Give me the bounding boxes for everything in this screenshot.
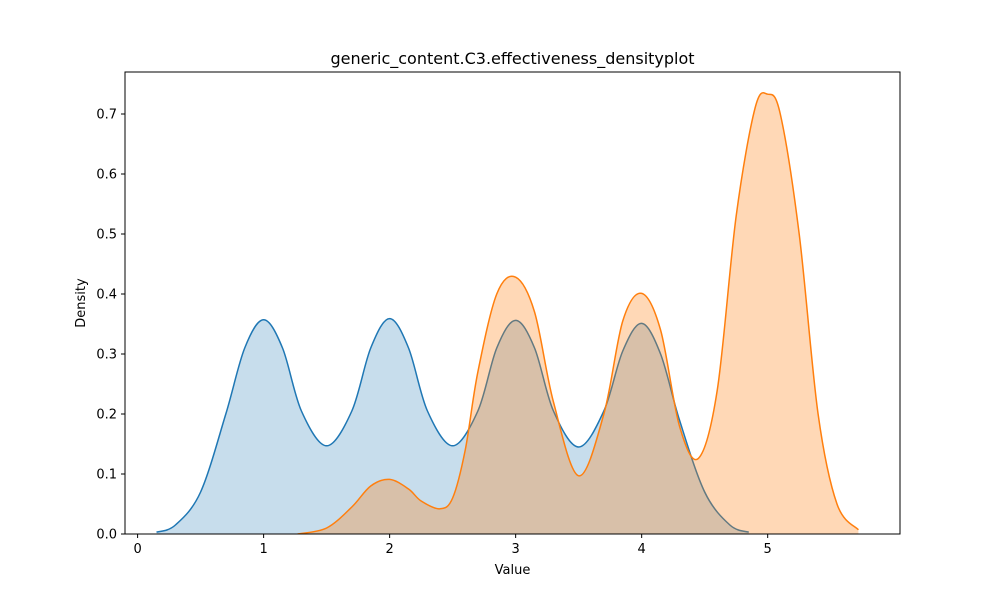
plot-frame (124, 71, 901, 535)
x-tick-label: 3 (512, 542, 520, 557)
y-tick-label: 0.3 (96, 348, 117, 363)
y-axis: 0.0 0.1 0.2 0.3 0.4 0.5 0.6 0.7 (96, 108, 125, 543)
y-tick-label: 0.4 (96, 288, 117, 303)
x-tick-label: 2 (385, 542, 393, 557)
density-line-series-2 (297, 92, 859, 534)
y-tick-label: 0.7 (96, 108, 117, 123)
x-tick-label: 4 (638, 542, 646, 557)
y-tick-label: 0.5 (96, 228, 117, 243)
y-tick-label: 0.2 (96, 408, 117, 423)
x-axis-title: Value (495, 563, 531, 578)
y-tick-label: 0.6 (96, 168, 117, 183)
chart-title: generic_content.C3.effectiveness_density… (330, 49, 694, 69)
x-axis: 0 1 2 3 4 5 (133, 534, 772, 557)
x-tick-label: 0 (133, 542, 141, 557)
y-axis-title: Density (74, 278, 89, 328)
x-tick-label: 5 (764, 542, 772, 557)
y-tick-label: 0.1 (96, 468, 117, 483)
plot-area (156, 92, 859, 534)
density-line-series-1 (156, 317, 750, 533)
y-tick-label: 0.0 (96, 528, 117, 543)
density-area-series-2 (297, 92, 859, 534)
x-tick-label: 1 (259, 542, 267, 557)
density-area-series-1 (156, 318, 749, 534)
